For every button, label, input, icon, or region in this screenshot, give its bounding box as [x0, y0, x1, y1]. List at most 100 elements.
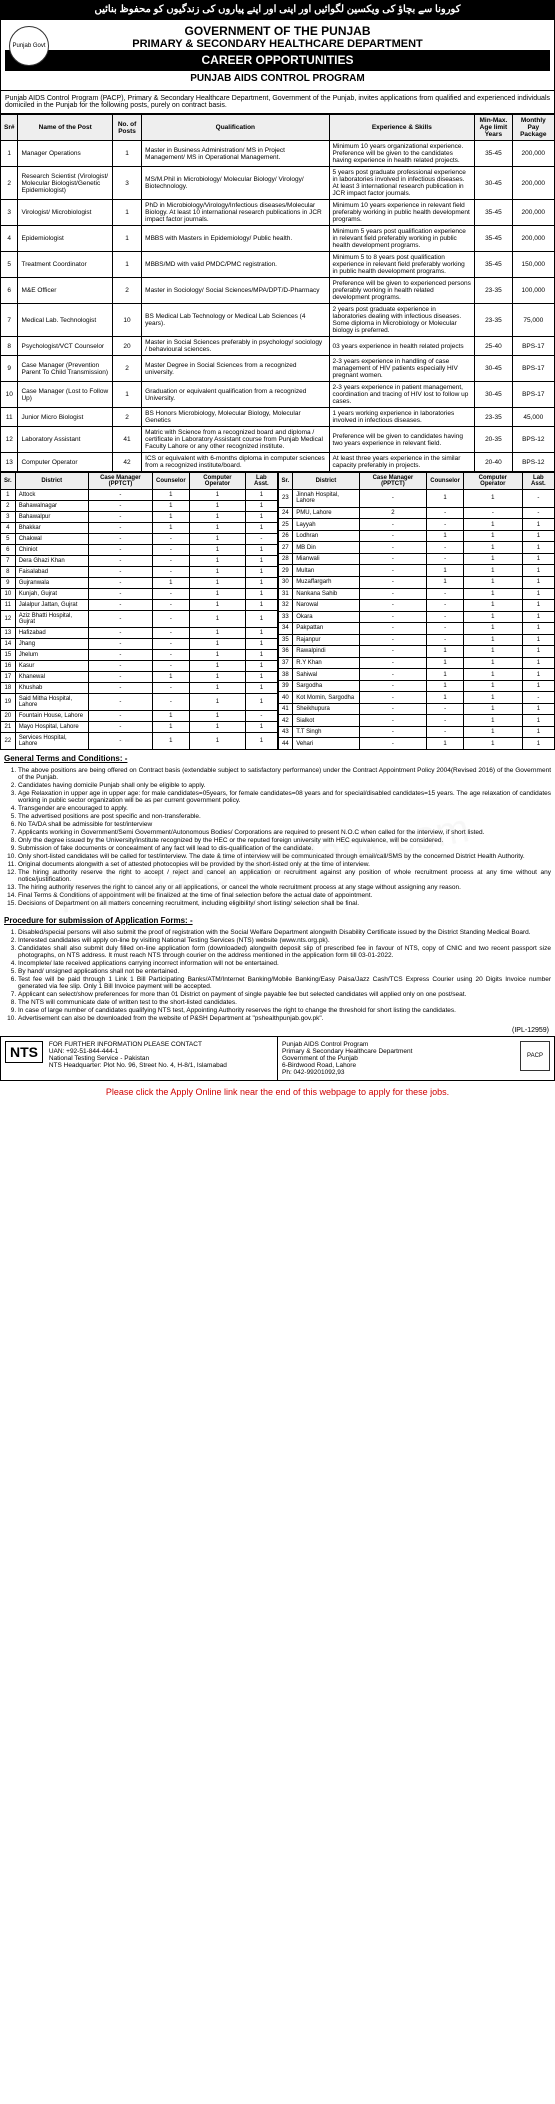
dist-cell: Hafizabad: [15, 628, 88, 639]
posts-cell: 45,000: [512, 408, 554, 427]
dist-cell: -: [88, 600, 152, 611]
posts-cell: 11: [1, 408, 18, 427]
dist-cell: Nankana Sahib: [293, 588, 359, 600]
dist-cell: -: [88, 661, 152, 672]
dist-cell: -: [246, 534, 277, 545]
dist-cell: Kasur: [15, 661, 88, 672]
posts-cell: 35-45: [475, 252, 512, 278]
posts-cell: 2: [112, 356, 141, 382]
dist-cell: -: [359, 577, 427, 589]
dist-cell: 1: [246, 589, 277, 600]
dist-cell: 1: [463, 692, 522, 704]
posts-cell: Laboratory Assistant: [18, 427, 112, 453]
dist-cell: 1: [463, 669, 522, 681]
dist-cell: 1: [463, 726, 522, 738]
dist-cell: 1: [153, 490, 190, 501]
terms-title: General Terms and Conditions: -: [0, 750, 555, 765]
posts-header-cell: Monthly Pay Package: [512, 115, 554, 141]
apply-online-note: Please click the Apply Online link near …: [0, 1081, 555, 1103]
nts-title: FOR FURTHER INFORMATION PLEASE CONTACT: [49, 1041, 227, 1048]
dist-cell: Sialkot: [293, 715, 359, 727]
dist-cell: -: [359, 657, 427, 669]
dist-cell: 41: [278, 703, 293, 715]
dist-cell: 1: [246, 639, 277, 650]
posts-cell: 200,000: [512, 167, 554, 200]
dist-cell: 37: [278, 657, 293, 669]
list-item: Candidates shall also submit duly filled…: [18, 945, 551, 959]
posts-cell: 23-35: [475, 278, 512, 304]
dist-cell: 1: [463, 588, 522, 600]
dist-cell: -: [359, 611, 427, 623]
district-table-left: Sr.DistrictCase Manager (PPTCT)Counselor…: [0, 472, 278, 750]
dist-cell: 23: [278, 490, 293, 508]
district-tables: Sr.DistrictCase Manager (PPTCT)Counselor…: [0, 472, 555, 750]
dist-cell: -: [359, 738, 427, 750]
dist-cell: 1: [463, 657, 522, 669]
table-row: 12Aziz Bhatti Hospital, Gujrat--11: [1, 611, 278, 628]
dist-header-cell: Sr.: [1, 473, 16, 490]
table-row: 34Pakpattan--11: [278, 623, 555, 635]
dist-cell: -: [153, 628, 190, 639]
dist-cell: 1: [522, 634, 554, 646]
posts-cell: PhD in Microbiology/Virology/Infectious …: [142, 200, 329, 226]
dist-cell: 1: [189, 628, 246, 639]
table-row: 10Kunjah, Gujrat--11: [1, 589, 278, 600]
posts-cell: 7: [1, 304, 18, 337]
dist-cell: -: [359, 565, 427, 577]
dist-cell: -: [427, 623, 464, 635]
dist-cell: Sargodha: [293, 680, 359, 692]
posts-cell: Computer Operator: [18, 453, 112, 472]
dist-cell: 1: [246, 672, 277, 683]
list-item: Final Terms & Conditions of appointment …: [18, 892, 551, 899]
dist-cell: -: [359, 519, 427, 531]
posts-cell: MS/M.Phil in Microbiology/ Molecular Bio…: [142, 167, 329, 200]
posts-cell: MBBS/MD with valid PMDC/PMC registration…: [142, 252, 329, 278]
dist-cell: 1: [153, 578, 190, 589]
dist-cell: -: [153, 589, 190, 600]
posts-cell: 35-45: [475, 141, 512, 167]
posts-cell: 35-45: [475, 200, 512, 226]
dist-cell: 1: [153, 711, 190, 722]
nts-org: National Testing Service - Pakistan: [49, 1055, 227, 1062]
posts-cell: 8: [1, 337, 18, 356]
dist-cell: 1: [522, 600, 554, 612]
posts-cell: 30-45: [475, 382, 512, 408]
posts-cell: BPS-17: [512, 356, 554, 382]
posts-cell: 30-45: [475, 356, 512, 382]
table-row: 14Jhang--11: [1, 639, 278, 650]
list-item: Transgender are encouraged to apply.: [18, 805, 551, 812]
dist-cell: 20: [1, 711, 16, 722]
dist-cell: 1: [189, 600, 246, 611]
dist-cell: 30: [278, 577, 293, 589]
nts-contact: NTS FOR FURTHER INFORMATION PLEASE CONTA…: [1, 1037, 278, 1080]
dist-cell: 1: [246, 567, 277, 578]
posts-cell: 5: [1, 252, 18, 278]
posts-cell: BPS-17: [512, 337, 554, 356]
table-row: 6Chiniot--11: [1, 545, 278, 556]
posts-header-cell: Name of the Post: [18, 115, 112, 141]
dist-cell: 1: [463, 715, 522, 727]
posts-cell: Treatment Coordinator: [18, 252, 112, 278]
dist-cell: Okara: [293, 611, 359, 623]
dist-cell: -: [153, 567, 190, 578]
dist-cell: 12: [1, 611, 16, 628]
table-row: 16Kasur--11: [1, 661, 278, 672]
dist-cell: Pakpattan: [293, 623, 359, 635]
dist-cell: -: [153, 534, 190, 545]
dist-cell: R.Y Khan: [293, 657, 359, 669]
gov-title: GOVERNMENT OF THE PUNJAB: [5, 24, 550, 38]
dist-cell: 3: [1, 512, 16, 523]
dist-cell: 42: [278, 715, 293, 727]
dist-cell: 40: [278, 692, 293, 704]
dist-cell: 1: [246, 523, 277, 534]
table-row: 37R.Y Khan-111: [278, 657, 555, 669]
dist-cell: Vehari: [293, 738, 359, 750]
table-row: 6M&E Officer2Master in Sociology/ Social…: [1, 278, 555, 304]
dist-cell: 1: [189, 722, 246, 733]
dist-cell: 1: [246, 650, 277, 661]
dist-cell: -: [359, 530, 427, 542]
dist-cell: Mayo Hospital, Lahore: [15, 722, 88, 733]
posts-cell: Graduation or equivalent qualification f…: [142, 382, 329, 408]
posts-cell: 1: [112, 200, 141, 226]
dist-cell: Rajanpur: [293, 634, 359, 646]
